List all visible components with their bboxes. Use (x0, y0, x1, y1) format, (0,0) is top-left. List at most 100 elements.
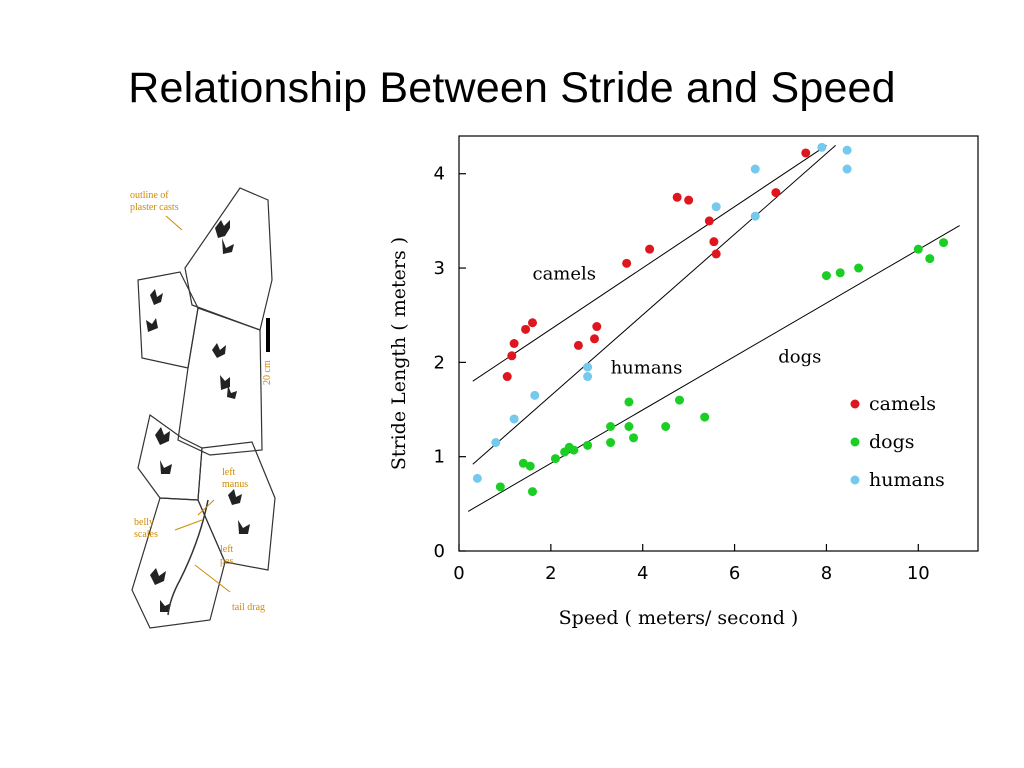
point-humans (750, 164, 760, 174)
y-tick-label: 4 (434, 164, 445, 185)
point-camels (684, 195, 694, 205)
legend: camels dogs humans (850, 393, 945, 491)
fit-line-humans (472, 145, 836, 465)
y-tick-label: 0 (434, 541, 445, 562)
x-axis-label: Speed ( meters/ second ) (559, 607, 799, 629)
point-camels (771, 188, 781, 198)
point-humans (750, 211, 760, 221)
footprints (146, 220, 250, 612)
point-camels (592, 322, 602, 332)
point-dogs (518, 458, 528, 468)
point-camels (502, 372, 512, 382)
legend-marker-camels (850, 399, 860, 409)
point-camels (527, 318, 537, 328)
point-camels (801, 148, 811, 158)
label-left-pes-line2: pes (220, 556, 233, 567)
point-dogs (700, 412, 710, 422)
slab-bottom (131, 497, 226, 629)
point-camels (573, 340, 583, 350)
point-humans (583, 372, 593, 382)
scale-bar (266, 318, 270, 352)
point-dogs (624, 422, 634, 431)
legend-label-camels: camels (869, 393, 936, 415)
point-dogs (835, 268, 845, 278)
point-humans (472, 473, 482, 483)
point-humans (530, 390, 540, 400)
point-humans (509, 414, 519, 424)
line-labels: camels dogs humans (532, 263, 821, 378)
point-humans (842, 145, 852, 155)
y-tick-label: 2 (434, 352, 445, 373)
line-label-dogs: dogs (778, 346, 821, 367)
point-humans (491, 438, 501, 448)
point-dogs (674, 395, 684, 405)
point-dogs (550, 454, 560, 464)
label-scale: 20 cm (262, 360, 273, 385)
point-camels (622, 258, 632, 268)
y-tick-label: 1 (434, 447, 445, 468)
point-dogs (527, 487, 537, 497)
point-dogs (925, 254, 935, 264)
label-belly-scales-line2: scales (134, 529, 158, 540)
legend-label-humans: humans (869, 469, 945, 491)
point-dogs (913, 244, 923, 254)
point-camels (711, 249, 721, 259)
fit-line-camels (472, 145, 827, 382)
point-humans (711, 202, 721, 212)
slab-middle (177, 307, 263, 456)
point-dogs (821, 271, 831, 281)
annotation-leaders (165, 215, 231, 593)
point-camels (672, 192, 682, 202)
point-camels (589, 334, 599, 344)
y-tick-label: 3 (434, 258, 445, 279)
legend-marker-dogs (850, 437, 860, 447)
x-tick-label: 6 (729, 563, 740, 584)
point-dogs (606, 422, 616, 431)
point-camels (509, 339, 519, 348)
label-left-pes-line1: left (220, 544, 234, 555)
label-left-manus-line2: manus (222, 479, 248, 490)
point-dogs (583, 440, 593, 450)
point-dogs (606, 438, 616, 448)
point-camels (645, 244, 655, 254)
point-dogs (624, 397, 634, 407)
data-points (472, 142, 949, 497)
axis-ticks: 0 2 4 6 8 10 0 1 2 3 4 (434, 164, 930, 584)
fit-line-dogs (467, 225, 960, 512)
line-label-camels: camels (532, 263, 596, 284)
plot-area (458, 135, 979, 552)
y-axis-label: Stride Length ( meters ) (388, 237, 410, 470)
stride-speed-chart: 0 2 4 6 8 10 0 1 2 3 4 camels dogs humans camels dogs… (388, 135, 979, 629)
point-camels (709, 237, 719, 247)
point-camels (521, 324, 531, 334)
x-tick-label: 8 (821, 563, 832, 584)
fossil-trackway-illustration: outline of plaster casts 20 cm left manu… (130, 187, 276, 629)
label-outline-line1: outline of (130, 190, 169, 201)
x-tick-label: 0 (453, 563, 464, 584)
point-dogs (629, 433, 639, 443)
x-tick-label: 4 (637, 563, 648, 584)
point-dogs (854, 263, 864, 273)
point-humans (583, 362, 593, 372)
line-label-humans: humans (611, 358, 683, 379)
point-dogs (661, 422, 671, 431)
label-belly-scales-line1: belly (134, 517, 154, 528)
tail-drag-mark (167, 499, 209, 616)
x-tick-label: 2 (545, 563, 556, 584)
point-camels (507, 351, 517, 361)
slab-lower-right (197, 441, 276, 571)
fit-lines (467, 145, 960, 512)
point-humans (817, 142, 827, 152)
slide-title: Relationship Between Stride and Speed (128, 64, 896, 112)
slab-top (184, 187, 273, 331)
label-tail-drag: tail drag (232, 602, 265, 613)
label-left-manus-line1: left (222, 467, 236, 478)
label-outline-line2: plaster casts (130, 202, 179, 213)
point-humans (842, 164, 852, 174)
point-dogs (569, 445, 579, 455)
point-dogs (939, 238, 949, 248)
point-camels (704, 216, 714, 226)
x-tick-label: 10 (907, 563, 930, 584)
point-dogs (525, 461, 535, 471)
legend-marker-humans (850, 475, 860, 485)
